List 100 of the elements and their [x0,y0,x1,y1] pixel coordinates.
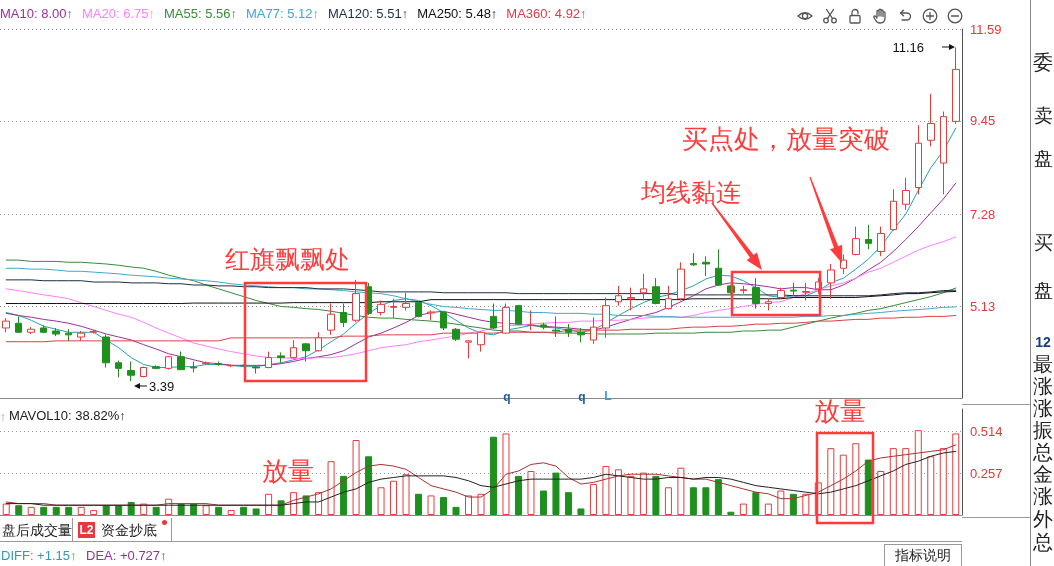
bar [652,475,660,515]
text: 总 [1033,531,1053,553]
bar [390,480,398,515]
annotation: 放量 [814,396,866,426]
candlestick [752,277,760,310]
bar [365,456,373,515]
candlestick [390,298,397,319]
bar [839,454,847,515]
bar [40,506,48,515]
candlestick [52,327,60,337]
candlestick [577,327,585,343]
line-series [5,127,957,368]
candlestick [340,302,347,328]
bar [227,510,235,515]
candlestick [377,299,385,317]
candlestick [827,263,835,300]
candlestick [202,360,210,365]
candlestick [427,309,435,321]
candlestick [927,93,935,147]
bar [440,497,448,515]
candlestick [490,302,497,330]
candlestick [452,327,460,342]
bar [477,493,485,515]
annotation: q [503,390,511,404]
bar [564,492,572,515]
candlestick [515,304,522,326]
bar [327,461,335,515]
bar [489,436,497,515]
candlestick [777,287,785,300]
bar [614,469,622,515]
bar [452,506,460,515]
bar [677,467,685,515]
candlestick [765,298,772,311]
candlestick [615,285,622,307]
candlestick [740,285,747,295]
text: 委 [1033,51,1053,73]
bar [102,505,110,515]
bar [739,503,747,515]
candlestick [540,322,547,330]
bar [952,433,960,515]
bar [727,511,735,515]
bar [764,503,772,515]
bar [702,487,710,515]
bar [352,439,360,515]
candlestick [90,329,97,335]
candlestick [877,226,885,257]
candlestick [627,287,635,311]
bar [215,506,223,515]
bar [714,479,722,515]
bar [752,492,760,515]
annotation: 买点处，放量突破 [682,124,890,154]
candlestick [590,316,597,345]
bar [777,490,785,515]
candlestick [565,323,572,338]
bar [939,448,947,515]
line-series [5,290,957,304]
bar [340,475,348,515]
bar [889,448,897,515]
annotation: ↑ [0,408,7,424]
candlestick [352,279,360,323]
candlestick [552,315,560,338]
candlestick [402,292,410,311]
candlestick [215,360,222,367]
text: 涨 [1033,485,1053,507]
candlestick [527,309,535,331]
bar [465,495,473,515]
candlestick [127,360,135,382]
candlestick [790,282,797,297]
text: 买 [1033,231,1053,253]
y-tick-label: 5.13 [970,299,996,314]
candlestick [252,364,260,375]
text: 外 [1033,508,1053,530]
bar [902,448,910,515]
line-series [5,315,957,343]
bar [427,495,435,515]
bar [789,493,797,515]
candlestick [265,351,272,369]
candlestick [690,252,697,267]
annotation: q [578,390,586,404]
text: 最 [1033,353,1053,375]
text: MA10: 8.00↑ [0,6,73,21]
annotation: 11.16 [892,39,924,55]
candlestick [702,255,710,277]
bar [589,484,597,515]
candlestick [140,366,147,378]
candlestick [102,334,110,368]
candlestick [665,285,672,311]
candlestick [890,188,897,231]
candlestick [802,282,810,301]
line-series [5,279,957,297]
text: 指标说明 [895,547,951,563]
bar [914,430,922,515]
bar [539,490,547,515]
candlestick [477,330,485,353]
bar [127,501,135,515]
candlestick [652,277,660,305]
y-tick-label: 9.45 [970,113,996,129]
candlestick [715,248,722,287]
bar [377,487,385,515]
bar [402,474,410,515]
